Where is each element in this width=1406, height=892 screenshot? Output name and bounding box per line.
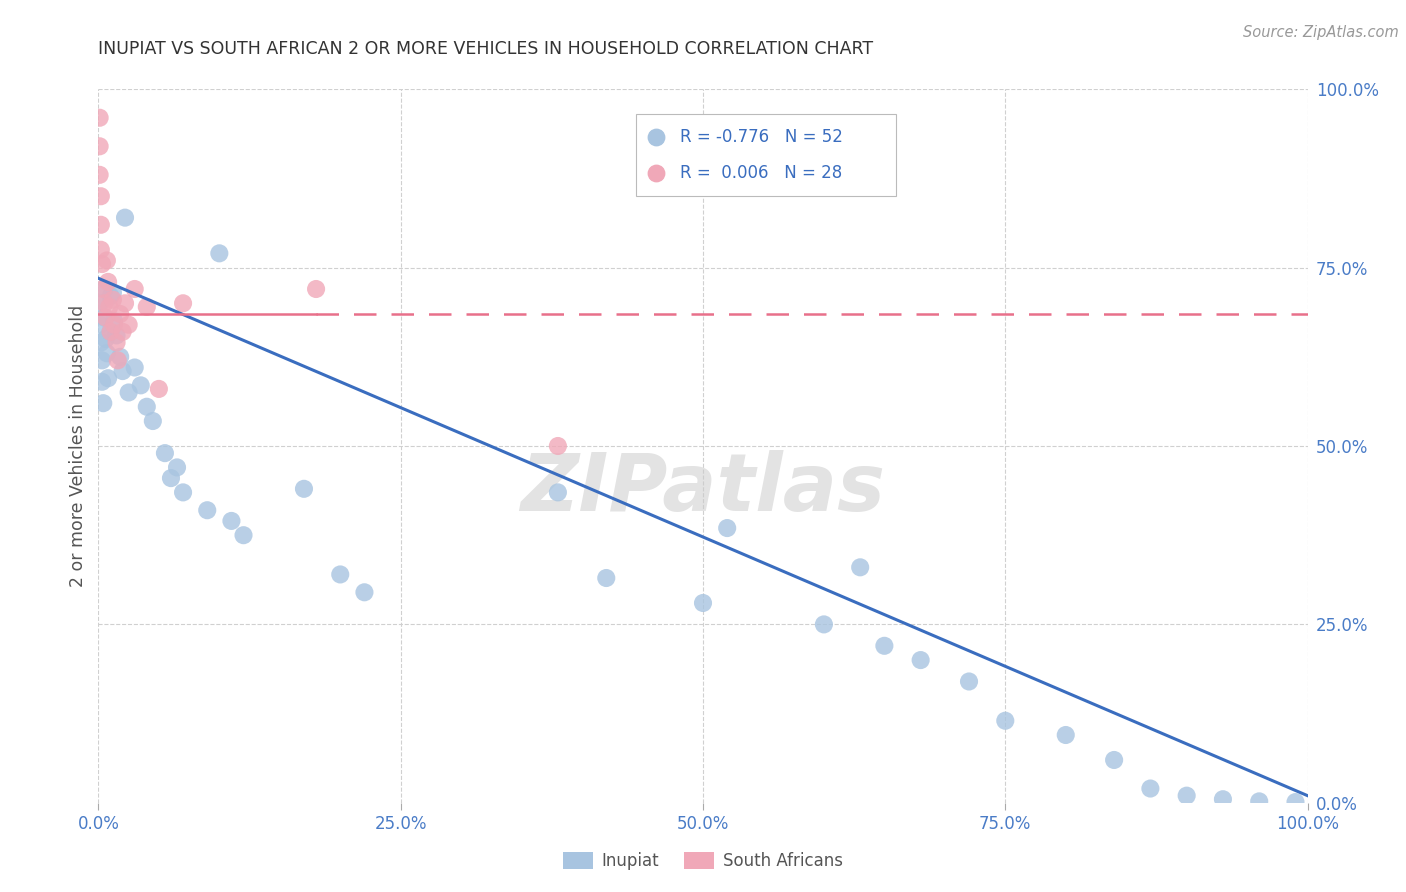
Point <box>94 332 117 346</box>
Point <box>160 471 183 485</box>
Point <box>90 335 112 350</box>
Point <box>105 328 128 343</box>
Point <box>101 285 124 300</box>
Point <box>100 325 122 339</box>
Point <box>91 353 114 368</box>
Point <box>305 282 328 296</box>
Point <box>90 243 112 257</box>
Text: R = -0.776   N = 52: R = -0.776 N = 52 <box>681 128 844 146</box>
Point <box>100 289 122 303</box>
Point <box>91 257 114 271</box>
Point <box>124 282 146 296</box>
Point <box>329 567 352 582</box>
Point <box>93 310 115 325</box>
Point <box>1139 781 1161 796</box>
Point <box>994 714 1017 728</box>
Point <box>105 335 128 350</box>
Point <box>100 325 122 339</box>
Point <box>89 111 111 125</box>
Point <box>813 617 835 632</box>
Point <box>716 521 738 535</box>
Point <box>114 211 136 225</box>
Point <box>1249 794 1271 808</box>
Point <box>118 385 141 400</box>
Point <box>96 253 118 268</box>
Point <box>97 275 120 289</box>
Point <box>91 375 114 389</box>
Y-axis label: 2 or more Vehicles in Household: 2 or more Vehicles in Household <box>69 305 87 587</box>
Point <box>108 350 131 364</box>
Point <box>89 168 111 182</box>
Point <box>98 300 121 314</box>
Point <box>172 485 194 500</box>
Point <box>91 282 114 296</box>
Point <box>208 246 231 260</box>
Text: Source: ZipAtlas.com: Source: ZipAtlas.com <box>1243 25 1399 40</box>
Point <box>692 596 714 610</box>
Point <box>873 639 896 653</box>
Point <box>107 353 129 368</box>
Point <box>232 528 254 542</box>
Point <box>118 318 141 332</box>
Point <box>1175 789 1198 803</box>
Point <box>166 460 188 475</box>
Point <box>89 318 111 332</box>
Point <box>135 400 157 414</box>
Point <box>97 371 120 385</box>
Point <box>96 346 118 360</box>
Point <box>90 189 112 203</box>
Point <box>1102 753 1125 767</box>
Point <box>91 396 114 410</box>
Point <box>135 300 157 314</box>
Point <box>221 514 243 528</box>
Point <box>142 414 165 428</box>
Point <box>849 560 872 574</box>
Point <box>1212 792 1234 806</box>
Point <box>957 674 980 689</box>
Point <box>103 314 125 328</box>
Point <box>547 485 569 500</box>
Point <box>195 503 218 517</box>
Point <box>90 218 112 232</box>
Point <box>111 325 134 339</box>
Point <box>1054 728 1077 742</box>
Point <box>108 307 131 321</box>
Point <box>595 571 617 585</box>
Point <box>103 318 125 332</box>
Point <box>114 296 136 310</box>
Point <box>172 296 194 310</box>
Point <box>89 139 111 153</box>
Point <box>910 653 932 667</box>
Point <box>644 130 666 145</box>
Point <box>101 293 124 307</box>
FancyBboxPatch shape <box>637 114 897 196</box>
Point <box>153 446 176 460</box>
Legend: Inupiat, South Africans: Inupiat, South Africans <box>557 845 849 877</box>
Text: INUPIAT VS SOUTH AFRICAN 2 OR MORE VEHICLES IN HOUSEHOLD CORRELATION CHART: INUPIAT VS SOUTH AFRICAN 2 OR MORE VEHIC… <box>98 40 873 58</box>
Point <box>292 482 315 496</box>
Text: ZIPatlas: ZIPatlas <box>520 450 886 528</box>
Point <box>93 282 115 296</box>
Point <box>644 166 666 180</box>
Point <box>93 296 115 310</box>
Point <box>1284 795 1306 809</box>
Point <box>547 439 569 453</box>
Point <box>129 378 152 392</box>
Point <box>124 360 146 375</box>
Point <box>89 296 111 310</box>
Point <box>94 310 117 325</box>
Point <box>111 364 134 378</box>
Point <box>148 382 170 396</box>
Text: R =  0.006   N = 28: R = 0.006 N = 28 <box>681 164 842 182</box>
Point <box>353 585 375 599</box>
